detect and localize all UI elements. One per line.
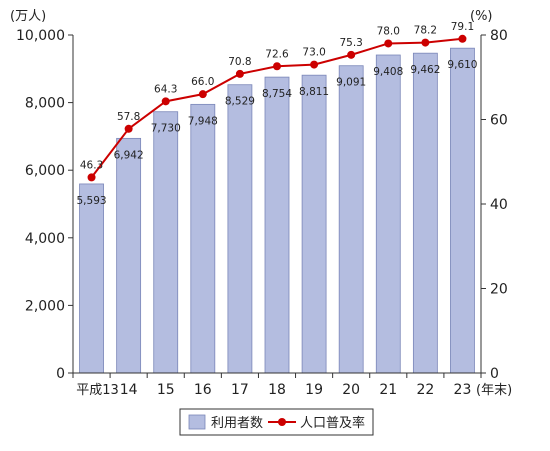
legend-line-label: 人口普及率 bbox=[300, 415, 365, 431]
bar bbox=[153, 111, 179, 374]
line-point bbox=[273, 62, 281, 71]
x-tick-label: 22 bbox=[416, 382, 434, 398]
line-value-label: 73.0 bbox=[302, 47, 325, 59]
right-tick-label: 40 bbox=[490, 197, 508, 213]
bar-value-label: 8,754 bbox=[262, 88, 292, 100]
line-value-label: 75.3 bbox=[339, 37, 362, 49]
line-point bbox=[161, 97, 170, 106]
line-value-label: 64.3 bbox=[154, 83, 177, 95]
right-axis-unit: (%) bbox=[470, 9, 493, 24]
x-axis-unit: (年末) bbox=[476, 383, 512, 398]
bar bbox=[116, 137, 142, 374]
legend-line-marker bbox=[278, 418, 286, 426]
bar-value-label: 9,610 bbox=[447, 59, 477, 71]
line-point bbox=[458, 34, 467, 43]
bar-value-label: 9,091 bbox=[336, 77, 366, 89]
line-value-label: 79.1 bbox=[451, 21, 474, 33]
line-point bbox=[384, 39, 393, 48]
bar bbox=[227, 84, 253, 374]
right-tick-label: 80 bbox=[490, 28, 508, 44]
right-tick-label: 60 bbox=[490, 113, 508, 129]
right-tick-label: 0 bbox=[490, 366, 499, 382]
x-tick-label: 18 bbox=[268, 382, 286, 398]
bar-value-label: 8,529 bbox=[225, 96, 255, 108]
bar-value-label: 5,593 bbox=[77, 195, 107, 207]
x-tick-label: 平成13 bbox=[76, 383, 119, 398]
bar bbox=[301, 74, 327, 374]
legend-bar-label: 利用者数 bbox=[211, 416, 263, 431]
x-tick-label: 21 bbox=[379, 382, 397, 398]
left-axis-unit: (万人) bbox=[10, 9, 46, 24]
bar-value-label: 6,942 bbox=[114, 149, 144, 161]
bar bbox=[264, 76, 290, 374]
left-tick-label: 8,000 bbox=[25, 96, 65, 112]
line-point bbox=[347, 50, 356, 59]
labels-layer: 5,593 6,942 7,730 7,948 8,529 8,754 8,811 9,091… bbox=[77, 21, 478, 207]
bar bbox=[450, 47, 475, 374]
right-tick-label: 20 bbox=[490, 282, 508, 298]
x-tick-label: 17 bbox=[231, 382, 249, 398]
line-value-label: 66.0 bbox=[191, 76, 214, 88]
line-layer bbox=[87, 34, 467, 182]
line-point bbox=[235, 69, 244, 78]
x-tick-label: 16 bbox=[194, 382, 212, 398]
line-value-label: 78.2 bbox=[414, 25, 437, 37]
bar-value-label: 9,408 bbox=[373, 66, 403, 78]
line-point bbox=[87, 173, 96, 182]
line-point bbox=[310, 60, 319, 69]
bar bbox=[338, 65, 364, 374]
bar-value-label: 7,948 bbox=[188, 115, 218, 127]
legend-bar-swatch bbox=[188, 414, 206, 430]
line-value-label: 70.8 bbox=[228, 56, 251, 68]
line-point bbox=[198, 90, 207, 99]
left-tick-label: 0 bbox=[56, 366, 65, 382]
left-tick-label: 6,000 bbox=[25, 163, 65, 179]
line-value-label: 72.6 bbox=[265, 48, 289, 60]
bar bbox=[190, 103, 216, 374]
bar bbox=[412, 52, 438, 374]
bar-value-label: 9,462 bbox=[410, 64, 440, 76]
line-point bbox=[421, 38, 430, 47]
line-value-label: 57.8 bbox=[117, 111, 140, 123]
bar bbox=[79, 183, 104, 374]
x-tick-label: 19 bbox=[305, 382, 323, 398]
line-value-label: 46.3 bbox=[80, 159, 103, 171]
bar-value-label: 7,730 bbox=[151, 123, 181, 135]
bars-layer bbox=[79, 47, 475, 374]
bar-value-label: 8,811 bbox=[299, 86, 329, 98]
line-value-label: 78.0 bbox=[377, 25, 400, 37]
x-tick-label: 20 bbox=[342, 382, 360, 398]
x-tick-label: 15 bbox=[157, 382, 175, 398]
legend: 利用者数 人口普及率 bbox=[179, 408, 374, 436]
left-tick-label: 4,000 bbox=[25, 231, 65, 247]
ticks-layer: 0 2,000 4,000 6,000 8,000 10,000 0 20 40 60 80 平成13… bbox=[16, 28, 508, 398]
x-tick-label: 14 bbox=[120, 382, 138, 398]
x-tick-label: 23 bbox=[454, 382, 472, 398]
line-point bbox=[124, 124, 133, 133]
left-tick-label: 2,000 bbox=[25, 298, 65, 314]
left-tick-label: 10,000 bbox=[16, 28, 65, 44]
bar bbox=[375, 54, 401, 374]
